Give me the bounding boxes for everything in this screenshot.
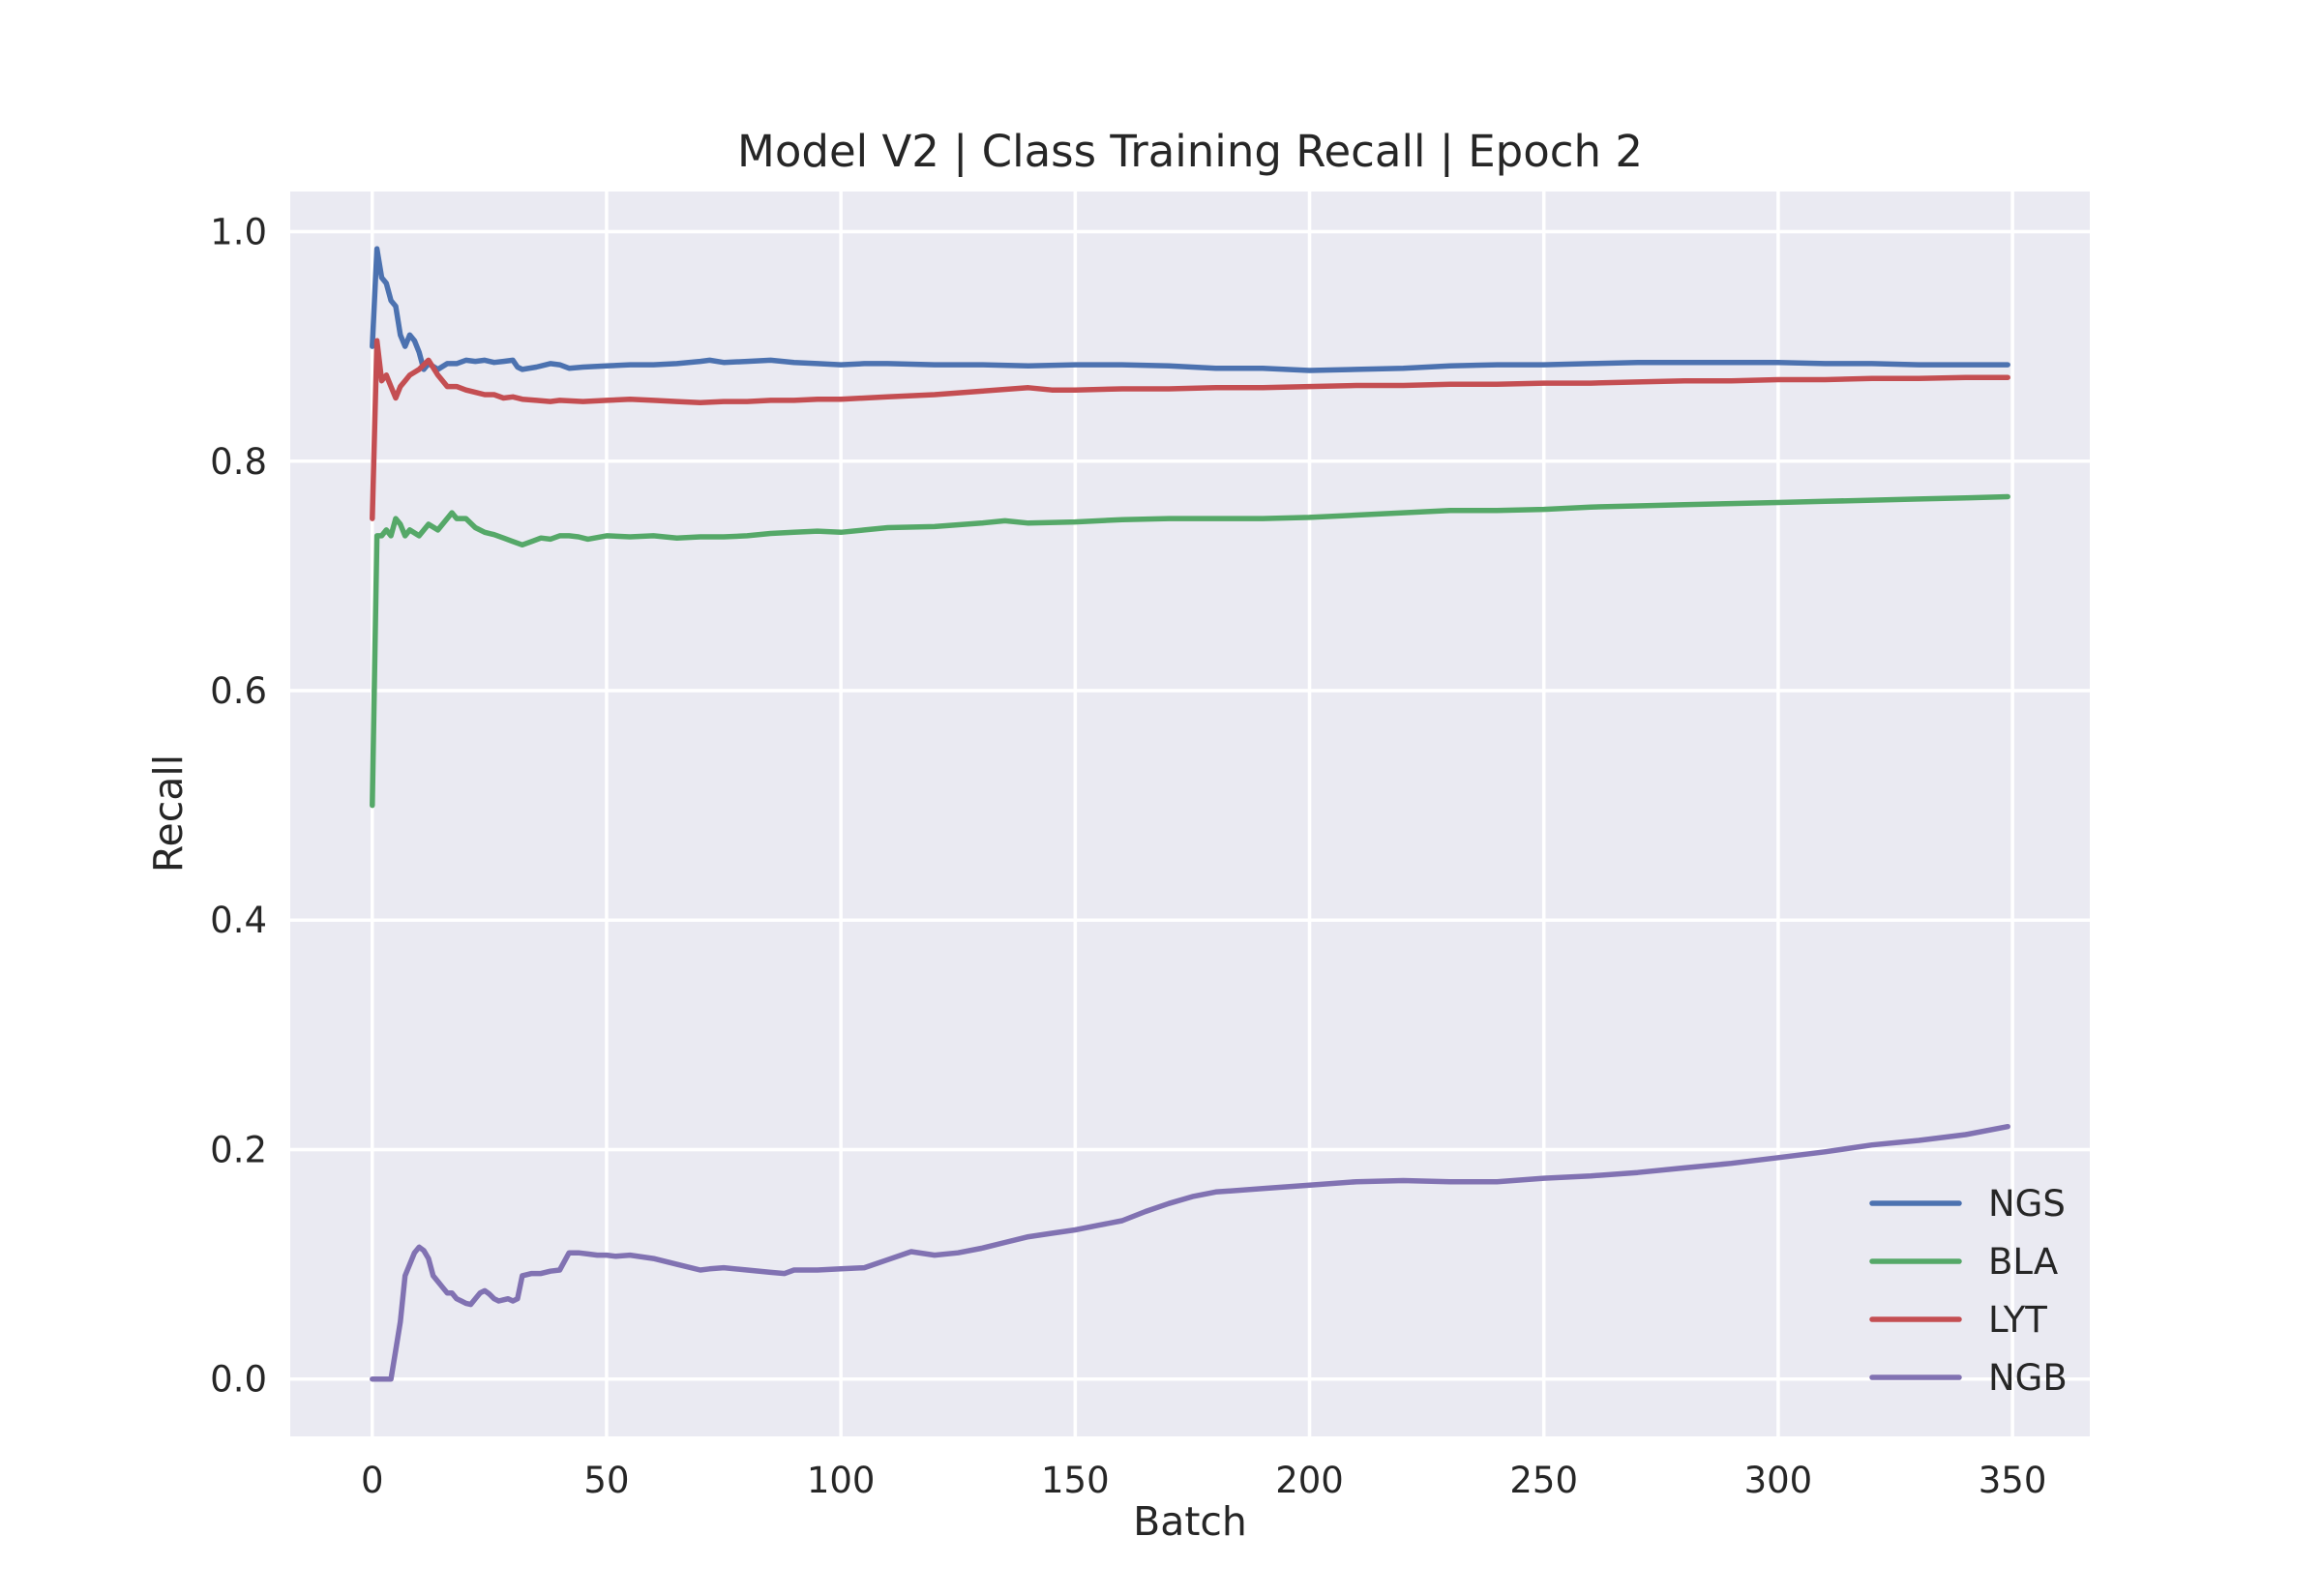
x-tick-label: 100 (807, 1460, 876, 1501)
x-tick-label: 350 (1979, 1460, 2047, 1501)
series-lines (370, 246, 2010, 1382)
legend-label: NGB (1988, 1357, 2068, 1399)
y-tick-label: 0.6 (210, 670, 267, 712)
series-line-ngs (370, 246, 2010, 373)
legend-label: BLA (1988, 1241, 2058, 1283)
series-line-ngb (370, 1123, 2010, 1382)
legend-item-bla: BLA (1869, 1241, 2058, 1283)
legend-label: LYT (1988, 1299, 2047, 1341)
legend-item-ngs: NGS (1869, 1183, 2066, 1225)
y-tick-label: 0.0 (210, 1359, 267, 1401)
legend-item-ngb: NGB (1869, 1357, 2068, 1399)
x-axis-label: Batch (1133, 1498, 1247, 1545)
x-tick-label: 250 (1509, 1460, 1578, 1501)
legend-label: NGS (1988, 1183, 2066, 1225)
y-tick-label: 0.4 (210, 900, 267, 941)
chart-title: Model V2 | Class Training Recall | Epoch… (737, 126, 1643, 177)
y-tick-label: 0.2 (210, 1129, 267, 1170)
y-axis-label: Recall (145, 754, 192, 872)
x-tick-label: 150 (1041, 1460, 1110, 1501)
legend-item-lyt: LYT (1869, 1299, 2047, 1341)
y-gridlines (290, 229, 2090, 1381)
series-line-bla (370, 493, 2010, 809)
y-tick-label: 1.0 (210, 212, 267, 253)
series-line-lyt (370, 338, 2010, 521)
x-tick-label: 50 (583, 1460, 629, 1501)
x-tick-label: 0 (361, 1460, 384, 1501)
x-tick-label: 200 (1275, 1460, 1344, 1501)
x-tick-label: 300 (1744, 1460, 1813, 1501)
legend: NGS BLA LYT NGB (1869, 1183, 2068, 1399)
x-tick-labels: 0 50 100 150 200 250 300 350 (361, 1460, 2046, 1501)
y-tick-labels: 0.0 0.2 0.4 0.6 0.8 1.0 (210, 212, 267, 1401)
y-tick-label: 0.8 (210, 441, 267, 483)
